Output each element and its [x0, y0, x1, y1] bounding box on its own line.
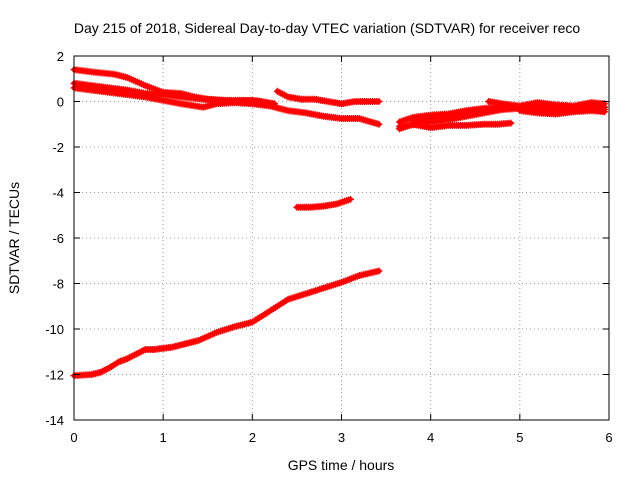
y-tick-label: 2 [57, 49, 64, 64]
data-point-marker [375, 267, 383, 275]
x-tick-label: 2 [249, 430, 256, 445]
y-tick-label: -8 [52, 277, 64, 292]
data-series [273, 87, 383, 108]
y-tick-label: -12 [45, 368, 64, 383]
axis-layer: 0 1 2 3 4 5 6 -14 -12 -10 -8 -6 -4 -2 0 2 [45, 49, 612, 445]
data-series [409, 104, 524, 125]
data-series [70, 84, 383, 128]
x-tick-label: 6 [605, 430, 612, 445]
y-tick-label: 0 [57, 95, 64, 110]
data-point-marker [346, 195, 354, 203]
x-tick-label: 5 [516, 430, 523, 445]
y-tick-label: -6 [52, 231, 64, 246]
chart-title: Day 215 of 2018, Sidereal Day-to-day VTE… [74, 20, 580, 36]
x-tick-label: 0 [70, 430, 77, 445]
y-tick-label: -2 [52, 140, 64, 155]
x-axis-label: GPS time / hours [288, 457, 395, 473]
y-tick-label: -10 [45, 322, 64, 337]
data-point-marker [507, 119, 515, 127]
y-axis-label: SDTVAR / TECUs [6, 182, 22, 294]
data-series [395, 119, 515, 133]
data-point-marker [375, 120, 383, 128]
y-tick-label: -4 [52, 186, 64, 201]
data-series [70, 267, 383, 380]
series-layer [70, 66, 609, 380]
x-tick-label: 1 [160, 430, 167, 445]
data-point-marker [601, 108, 609, 116]
data-point-marker [375, 98, 383, 105]
x-tick-label: 3 [338, 430, 345, 445]
data-series [293, 195, 354, 211]
x-tick-label: 4 [427, 430, 434, 445]
data-series [516, 107, 609, 118]
y-tick-label: -14 [45, 413, 64, 428]
